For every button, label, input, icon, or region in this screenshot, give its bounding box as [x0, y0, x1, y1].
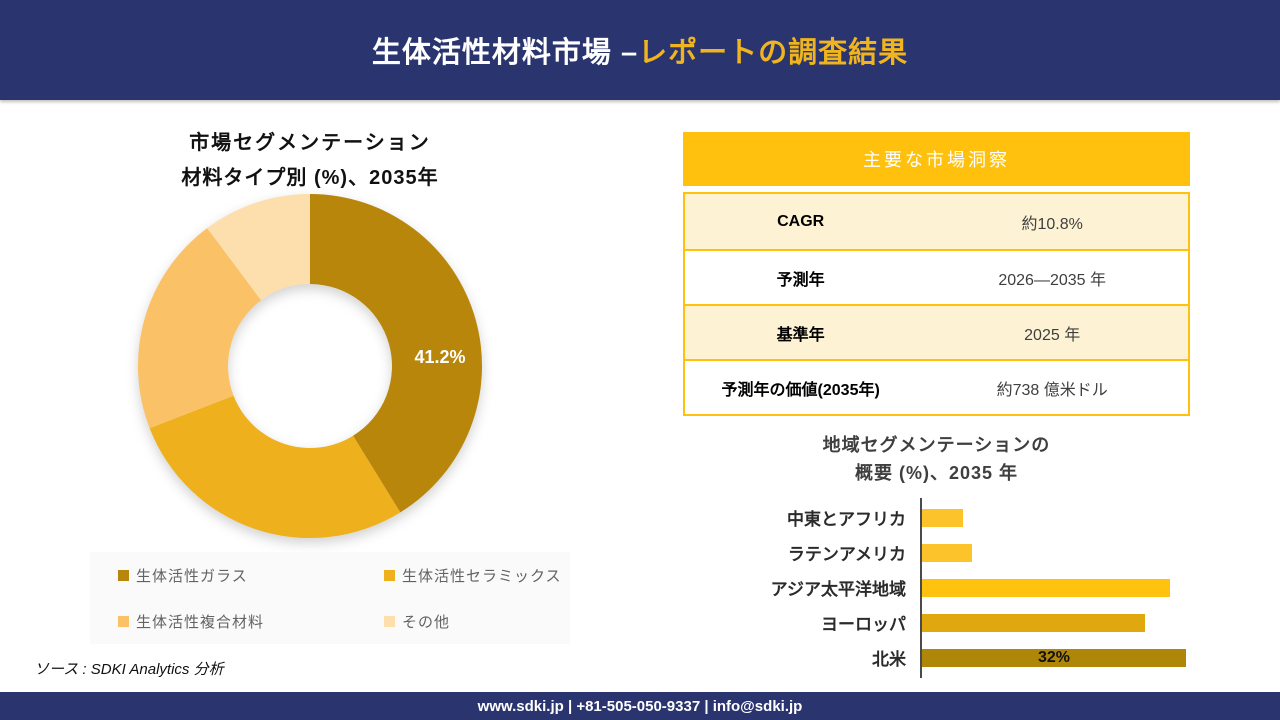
region-chart-title-line1: 地域セグメンテーションの — [822, 435, 1051, 455]
bar-rect-0 — [922, 508, 963, 527]
region-bar-chart: 中東とアフリカ ラテンアメリカアジア太平洋地域ヨーロッパ北米 32% — [690, 498, 1190, 678]
source-attribution: ソース : SDKI Analytics 分析 — [34, 661, 224, 678]
bar-row-4: 北米 32% — [690, 640, 1190, 675]
region-chart-title: 地域セグメンテーションの 概要 (%)、2035 年 — [683, 431, 1190, 487]
legend-item-label: 生体活性複合材料 — [136, 613, 265, 631]
footer-contact-text: www.sdki.jp | +81-505-050-9337 | info@sd… — [477, 697, 803, 715]
legend-swatch-icon — [118, 615, 129, 627]
bar-row-3: ヨーロッパ — [690, 605, 1190, 640]
legend-swatch-icon — [118, 569, 129, 581]
bar-chart-axis-line — [920, 498, 922, 678]
legend-item-bioactive-composites: 生体活性複合材料 — [118, 611, 384, 632]
page-title-market: 生体活性材料市場 – — [371, 37, 639, 69]
insights-table: CAGR 約10.8% 予測年 2026—2035 年 基準年 2025 年 予… — [683, 192, 1190, 416]
legend-item-label: その他 — [402, 613, 451, 631]
table-row-forecast-value: 予測年の価値(2035年) 約738 億米ドル — [685, 359, 1188, 414]
donut-chart-title-line1: 市場セグメンテーション — [189, 132, 431, 154]
page-title: 生体活性材料市場 –レポートの調査結果 — [372, 29, 908, 71]
legend-item-bioactive-glass: 生体活性ガラス — [118, 565, 384, 586]
row-label: CAGR — [777, 212, 825, 230]
bar-data-label: 32% — [1037, 648, 1071, 666]
bar-rect-1 — [922, 543, 972, 562]
page-title-report: レポートの調査結果 — [638, 37, 909, 69]
row-label: 基準年 — [776, 326, 825, 344]
bar-rect-4: 32% — [922, 648, 1186, 667]
bar-rect-2 — [922, 578, 1170, 597]
bar-rows: 中東とアフリカ ラテンアメリカアジア太平洋地域ヨーロッパ北米 32% — [690, 500, 1190, 675]
legend-swatch-icon — [384, 615, 395, 627]
bar-row-0: 中東とアフリカ — [690, 500, 1190, 535]
bar-category-label: 中東とアフリカ — [787, 510, 906, 529]
donut-legend: 生体活性ガラス 生体活性セラミックス 生体活性複合材料 その他 — [90, 552, 570, 644]
bar-row-1: ラテンアメリカ — [690, 535, 1190, 570]
insights-table-header: 主要な市場洞察 — [683, 132, 1190, 186]
bar-rect-3 — [922, 613, 1145, 632]
bar-row-2: アジア太平洋地域 — [690, 570, 1190, 605]
bar-category-label: アジア太平洋地域 — [770, 580, 906, 599]
donut-slice-0 — [310, 194, 482, 513]
bar-category-label: ラテンアメリカ — [787, 545, 906, 564]
header-banner: 生体活性材料市場 –レポートの調査結果 — [0, 0, 1280, 100]
donut-chart: 41.2% — [137, 194, 482, 539]
legend-item-others: その他 — [384, 611, 570, 632]
table-row-cagr: CAGR 約10.8% — [685, 194, 1188, 249]
row-label: 予測年 — [776, 271, 825, 289]
donut-slice-3 — [207, 194, 310, 301]
row-value: 2026—2035 年 — [998, 271, 1106, 289]
row-value: 約738 億米ドル — [996, 381, 1108, 399]
legend-swatch-icon — [384, 569, 395, 581]
donut-slice-1 — [149, 395, 401, 539]
legend-item-bioactive-ceramics: 生体活性セラミックス — [384, 565, 570, 586]
bar-category-label: 北米 — [872, 650, 906, 669]
donut-slice-2 — [137, 228, 261, 429]
legend-item-label: 生体活性セラミックス — [402, 567, 562, 585]
bar-category-label: ヨーロッパ — [821, 615, 906, 634]
region-chart-title-line2: 概要 (%)、2035 年 — [854, 463, 1019, 483]
row-value: 2025 年 — [1024, 326, 1081, 344]
legend-item-label: 生体活性ガラス — [136, 567, 248, 585]
footer-contact-bar: www.sdki.jp | +81-505-050-9337 | info@sd… — [0, 692, 1280, 720]
donut-slice-data-label: 41.2% — [414, 347, 465, 367]
row-label: 予測年の価値(2035年) — [721, 381, 880, 399]
donut-chart-title-line2: 材料タイプ別 (%)、2035年 — [181, 167, 439, 189]
row-value: 約10.8% — [1021, 215, 1083, 233]
table-row-base-year: 基準年 2025 年 — [685, 304, 1188, 359]
table-row-forecast-years: 予測年 2026—2035 年 — [685, 249, 1188, 304]
